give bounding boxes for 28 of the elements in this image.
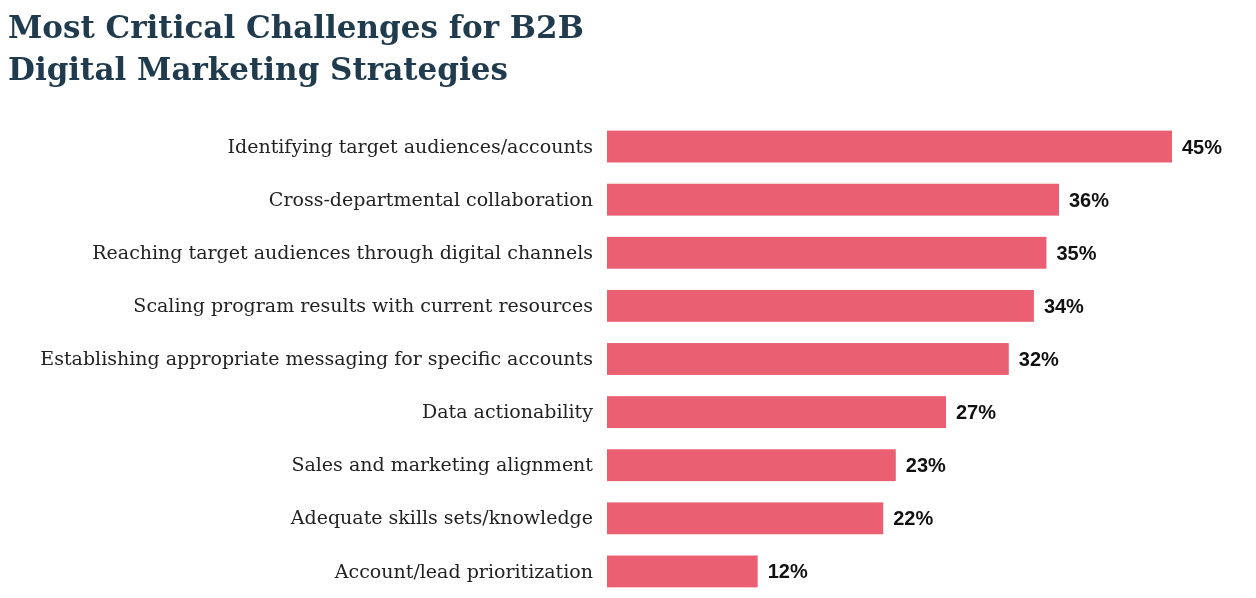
data-label: 12% bbox=[767, 560, 808, 583]
y-tick-label: Account/lead prioritization bbox=[333, 559, 593, 582]
bar bbox=[607, 289, 1034, 322]
bar bbox=[607, 343, 1009, 375]
y-tick-label: Identifying target audiences/accounts bbox=[227, 134, 593, 157]
data-label: 36% bbox=[1069, 188, 1110, 211]
y-tick-label: Establishing appropriate messaging for specific accounts bbox=[40, 347, 593, 370]
bar bbox=[607, 396, 946, 429]
data-label: 35% bbox=[1056, 241, 1097, 264]
data-label: 23% bbox=[905, 454, 947, 477]
bar bbox=[607, 130, 1172, 163]
bar bbox=[607, 236, 1047, 269]
y-tick-label: Adequate skills sets/knowledge bbox=[289, 506, 593, 529]
y-tick-label: Data actionability bbox=[421, 400, 594, 423]
data-label: 34% bbox=[1043, 294, 1085, 317]
y-tick-label: Sales and marketing alignment bbox=[291, 453, 594, 476]
bar bbox=[607, 555, 758, 588]
data-label: 27% bbox=[956, 401, 997, 424]
y-tick-label: Reaching target audiences through digital channels bbox=[92, 240, 593, 263]
bar bbox=[607, 183, 1059, 216]
data-label: 22% bbox=[893, 507, 934, 530]
data-label: 45% bbox=[1182, 135, 1223, 158]
bar bbox=[607, 449, 896, 482]
y-tick-label: Scaling program results with current resources bbox=[133, 293, 593, 316]
data-label: 32% bbox=[1018, 348, 1060, 370]
text: Most Critical Challenges for B2B Digital Marketing Strategies bbox=[8, 9, 584, 87]
bar bbox=[607, 502, 884, 535]
y-tick-label: Cross-departmental collaboration bbox=[268, 187, 593, 210]
